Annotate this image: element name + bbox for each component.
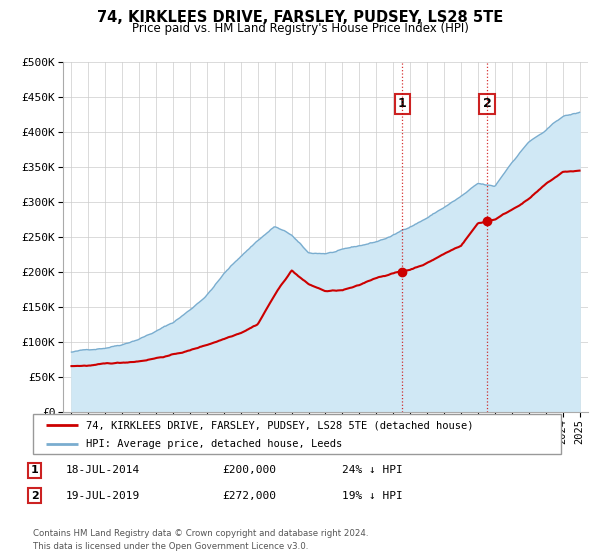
Text: 24% ↓ HPI: 24% ↓ HPI	[342, 465, 403, 475]
Text: 19-JUL-2019: 19-JUL-2019	[66, 491, 140, 501]
Text: £200,000: £200,000	[222, 465, 276, 475]
Text: 1: 1	[398, 97, 407, 110]
Text: This data is licensed under the Open Government Licence v3.0.: This data is licensed under the Open Gov…	[33, 542, 308, 551]
Text: HPI: Average price, detached house, Leeds: HPI: Average price, detached house, Leed…	[86, 439, 342, 449]
Text: 2: 2	[482, 97, 491, 110]
Text: 1: 1	[31, 465, 38, 475]
Text: 74, KIRKLEES DRIVE, FARSLEY, PUDSEY, LS28 5TE (detached house): 74, KIRKLEES DRIVE, FARSLEY, PUDSEY, LS2…	[86, 421, 473, 431]
Text: Price paid vs. HM Land Registry's House Price Index (HPI): Price paid vs. HM Land Registry's House …	[131, 22, 469, 35]
Text: Contains HM Land Registry data © Crown copyright and database right 2024.: Contains HM Land Registry data © Crown c…	[33, 529, 368, 538]
Text: 18-JUL-2014: 18-JUL-2014	[66, 465, 140, 475]
Text: 19% ↓ HPI: 19% ↓ HPI	[342, 491, 403, 501]
Text: 2: 2	[31, 491, 38, 501]
Text: £272,000: £272,000	[222, 491, 276, 501]
Text: 74, KIRKLEES DRIVE, FARSLEY, PUDSEY, LS28 5TE: 74, KIRKLEES DRIVE, FARSLEY, PUDSEY, LS2…	[97, 10, 503, 25]
